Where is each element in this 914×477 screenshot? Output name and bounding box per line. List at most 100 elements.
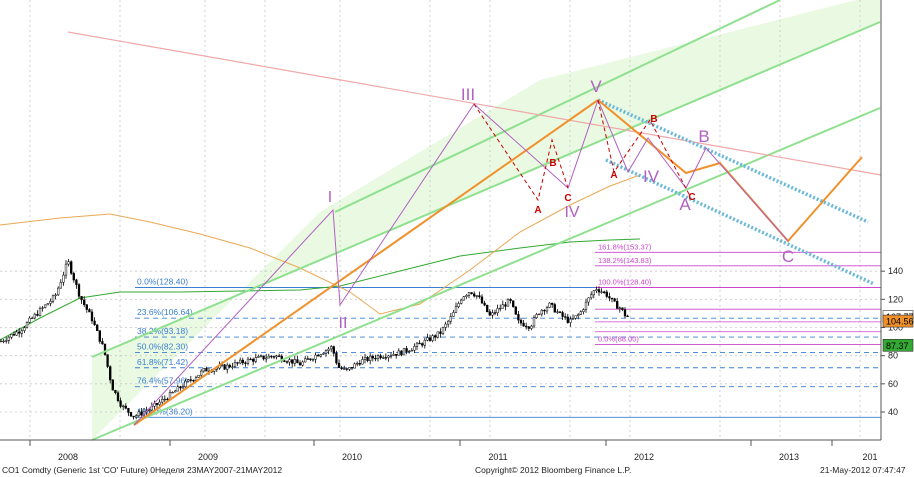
candle-body bbox=[98, 330, 101, 342]
candle-body bbox=[189, 379, 192, 381]
footer-timestamp: 21-May-2012 07:47:47 bbox=[820, 465, 906, 475]
candle-body bbox=[514, 306, 517, 315]
candle-body bbox=[155, 403, 159, 405]
candle-body bbox=[298, 362, 302, 366]
candle-body bbox=[288, 359, 291, 363]
x-tick-label: 2009 bbox=[198, 452, 218, 462]
candle-body bbox=[350, 367, 354, 369]
candle-body bbox=[254, 357, 257, 362]
candle-body bbox=[379, 355, 382, 359]
candle-body bbox=[67, 261, 70, 265]
candle-body bbox=[72, 273, 75, 281]
candle-body bbox=[38, 308, 42, 316]
candle-body bbox=[114, 390, 117, 393]
candle-body bbox=[376, 355, 380, 360]
candle-body bbox=[595, 289, 598, 292]
candle-body bbox=[311, 359, 315, 361]
price-tag-box bbox=[882, 338, 914, 352]
candle-body bbox=[538, 313, 541, 316]
candle-body bbox=[509, 299, 512, 301]
candle-body bbox=[119, 400, 122, 407]
candle-body bbox=[291, 359, 294, 364]
candle-body bbox=[444, 323, 447, 328]
candle-body bbox=[244, 362, 247, 364]
candle-body bbox=[400, 350, 403, 356]
candle-body bbox=[158, 401, 161, 405]
candle-body bbox=[187, 379, 190, 382]
candle-body bbox=[345, 368, 348, 370]
candle-body bbox=[64, 263, 68, 276]
candle-body bbox=[57, 287, 60, 296]
candle-body bbox=[402, 348, 406, 356]
candle-body bbox=[504, 304, 507, 307]
elliott-label: II bbox=[339, 315, 348, 332]
candle-body bbox=[561, 312, 564, 317]
candle-body bbox=[462, 296, 465, 301]
candle-body bbox=[33, 313, 36, 319]
candle-body bbox=[59, 282, 62, 289]
candle-body bbox=[590, 294, 593, 299]
candle-body bbox=[535, 314, 538, 318]
candle-body bbox=[447, 320, 450, 325]
candle-body bbox=[335, 353, 338, 364]
candle-body bbox=[600, 291, 603, 293]
y-tick-label: 80 bbox=[888, 351, 898, 361]
footer-copyright: Copyright© 2012 Bloomberg Finance L.P. bbox=[475, 465, 632, 475]
candle-body bbox=[423, 339, 426, 346]
candle-body bbox=[132, 415, 135, 418]
candle-body bbox=[478, 295, 481, 298]
candle-body bbox=[603, 291, 606, 293]
candle-body bbox=[387, 355, 390, 358]
elliott-wave-path bbox=[133, 99, 599, 426]
candle-body bbox=[7, 336, 10, 341]
candle-body bbox=[184, 380, 187, 388]
candle-body bbox=[223, 364, 226, 370]
grid bbox=[0, 0, 881, 440]
candle-body bbox=[15, 331, 18, 336]
x-tick-label: 2012 bbox=[634, 452, 654, 462]
candle-body bbox=[317, 354, 320, 357]
candle-body bbox=[408, 350, 411, 353]
candle-body bbox=[527, 326, 530, 329]
candle-body bbox=[592, 290, 595, 296]
candle-body bbox=[109, 366, 112, 381]
candle-body bbox=[327, 348, 330, 351]
candle-body bbox=[304, 358, 307, 363]
channel-outer-line bbox=[334, 0, 781, 213]
elliott-label: III bbox=[461, 85, 475, 104]
candle-body bbox=[129, 412, 133, 417]
price-tag-label: 87.37 bbox=[886, 341, 909, 351]
candle-body bbox=[405, 348, 408, 352]
axes: 40 60 80 100 120 140 2008 2009 2010 2011 2012 2013 2… bbox=[0, 0, 914, 462]
candle-body bbox=[454, 306, 458, 313]
fib-projection-label: 100.0%(128.40) bbox=[598, 278, 652, 287]
candle-body bbox=[340, 367, 343, 370]
candle-body bbox=[626, 315, 629, 318]
candle-body bbox=[512, 300, 515, 308]
candle-body bbox=[371, 355, 374, 359]
downtrend-line bbox=[67, 31, 882, 176]
candle-body bbox=[540, 309, 543, 315]
candle-body bbox=[369, 355, 372, 361]
candle-body bbox=[486, 304, 489, 313]
candle-body bbox=[31, 317, 34, 320]
candle-body bbox=[85, 304, 88, 310]
candle-body bbox=[483, 302, 486, 306]
candle-body bbox=[384, 357, 387, 359]
candle-body bbox=[473, 293, 476, 297]
candle-body bbox=[623, 309, 627, 317]
candle-body bbox=[101, 341, 104, 345]
candle-body bbox=[83, 299, 86, 305]
candle-body bbox=[111, 379, 114, 391]
candle-body bbox=[233, 362, 237, 368]
candle-body bbox=[28, 317, 31, 323]
blue-dotted-lower bbox=[605, 158, 875, 286]
candle-body bbox=[556, 311, 559, 313]
candle-body bbox=[566, 316, 569, 323]
candle-body bbox=[343, 368, 346, 370]
red-abc-projection bbox=[597, 99, 691, 197]
elliott-label: IV bbox=[564, 204, 579, 221]
candle-body bbox=[421, 343, 424, 346]
candle-body bbox=[200, 370, 203, 376]
fib-level-label: 50.0%(82.30) bbox=[137, 341, 188, 351]
